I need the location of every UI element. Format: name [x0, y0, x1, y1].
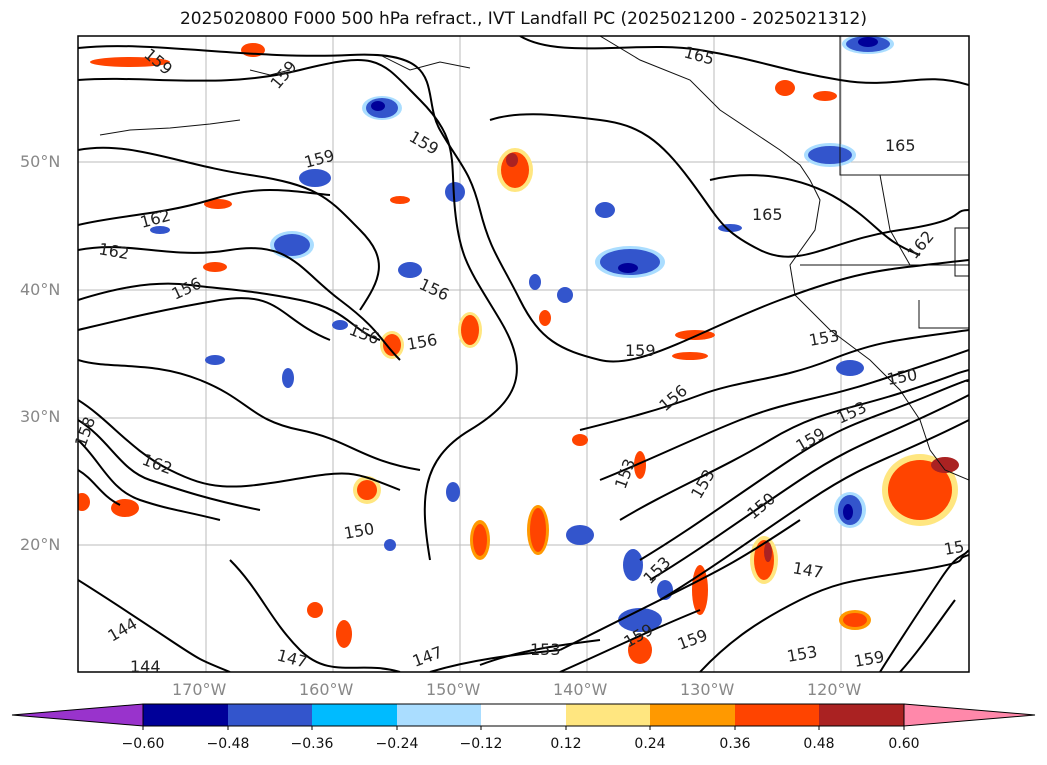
lon-label-120w: 120°W	[807, 680, 862, 699]
height-contours	[78, 36, 969, 672]
lon-label-140w: 140°W	[553, 680, 608, 699]
colorbar-bin	[481, 704, 566, 726]
lon-label-170w: 170°W	[172, 680, 227, 699]
colorbar-tick-label: 0.48	[803, 736, 835, 752]
colorbar-tick-label: −0.12	[459, 736, 503, 752]
lat-label-20n: 20°N	[20, 535, 61, 554]
negative-anomaly-shading	[150, 36, 894, 632]
colorbar-under-extension	[11, 703, 144, 727]
colorbar-bin	[397, 704, 481, 726]
lon-label-150w: 150°W	[426, 680, 481, 699]
contour-label: 165	[752, 205, 783, 224]
contour-label: 165	[885, 136, 916, 155]
lat-label-30n: 30°N	[20, 407, 61, 426]
colorbar-bin	[650, 704, 735, 726]
contour-label: 15	[942, 537, 965, 559]
colorbar-bin	[143, 704, 228, 726]
colorbar-bin	[228, 704, 312, 726]
colorbar-bin	[819, 704, 904, 726]
colorbar-outline	[142, 703, 905, 727]
colorbar-tick-label: −0.60	[121, 736, 165, 752]
lon-label-160w: 160°W	[299, 680, 354, 699]
contour-label: 159	[625, 341, 656, 360]
map-layers	[78, 36, 969, 672]
map-title: 2025020800 F000 500 hPa refract., IVT La…	[179, 9, 867, 29]
coastline	[99, 36, 969, 481]
colorbar-bin	[566, 704, 650, 726]
lat-label-50n: 50°N	[20, 152, 61, 171]
colorbar-over-extension	[903, 703, 1036, 727]
colorbar-tick-label: 0.60	[888, 736, 920, 752]
colorbar-tick-label: 0.36	[719, 736, 751, 752]
colorbar-bin	[735, 704, 819, 726]
colorbar-tick-label: 0.12	[550, 736, 582, 752]
map-background	[78, 36, 969, 672]
map-frame	[77, 35, 970, 673]
lon-label-130w: 130°W	[680, 680, 735, 699]
colorbar-tick-label: −0.36	[290, 736, 334, 752]
contour-label: 144	[130, 657, 161, 676]
contour-label: 153	[530, 640, 561, 659]
colorbar-tick-label: −0.48	[206, 736, 250, 752]
colorbar-tick-label: −0.24	[375, 736, 419, 752]
colorbar	[11, 703, 1036, 730]
colorbar-tick-label: 0.24	[634, 736, 666, 752]
lat-label-40n: 40°N	[20, 280, 61, 299]
colorbar-bin	[312, 704, 397, 726]
